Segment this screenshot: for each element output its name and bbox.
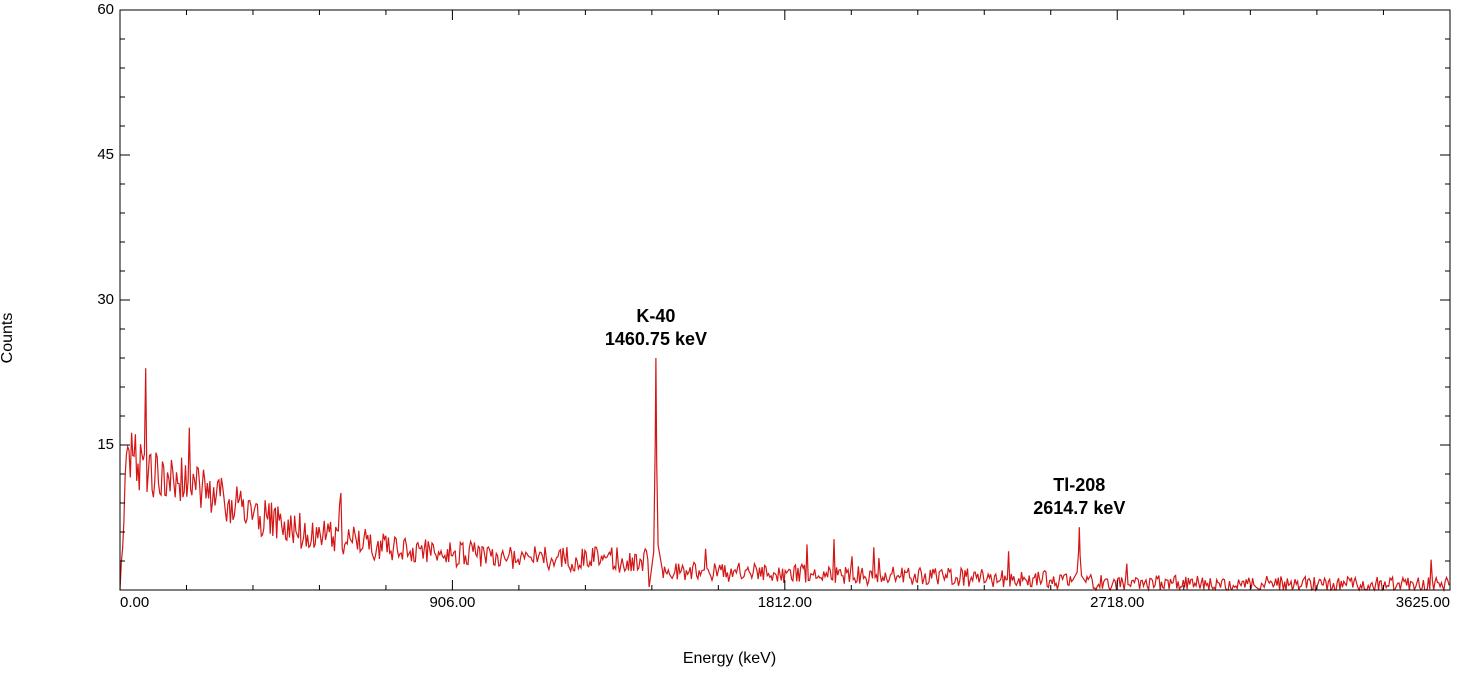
x-tick-label: 1812.00 xyxy=(758,594,812,611)
y-tick-label: 30 xyxy=(97,291,114,308)
x-tick-label: 3625.00 xyxy=(1396,594,1450,611)
y-tick-label: 45 xyxy=(97,146,114,163)
x-tick-label: 2718.00 xyxy=(1090,594,1144,611)
spectrum-chart: Counts Energy (keV) 153045600.00906.0018… xyxy=(0,0,1459,676)
x-tick-label: 0.00 xyxy=(120,594,149,611)
y-tick-label: 60 xyxy=(97,1,114,18)
plot-area xyxy=(0,0,1459,676)
peak-label: Tl-2082614.7 keV xyxy=(1033,474,1125,519)
y-tick-label: 15 xyxy=(97,436,114,453)
peak-label: K-401460.75 keV xyxy=(605,305,707,350)
x-tick-label: 906.00 xyxy=(429,594,475,611)
